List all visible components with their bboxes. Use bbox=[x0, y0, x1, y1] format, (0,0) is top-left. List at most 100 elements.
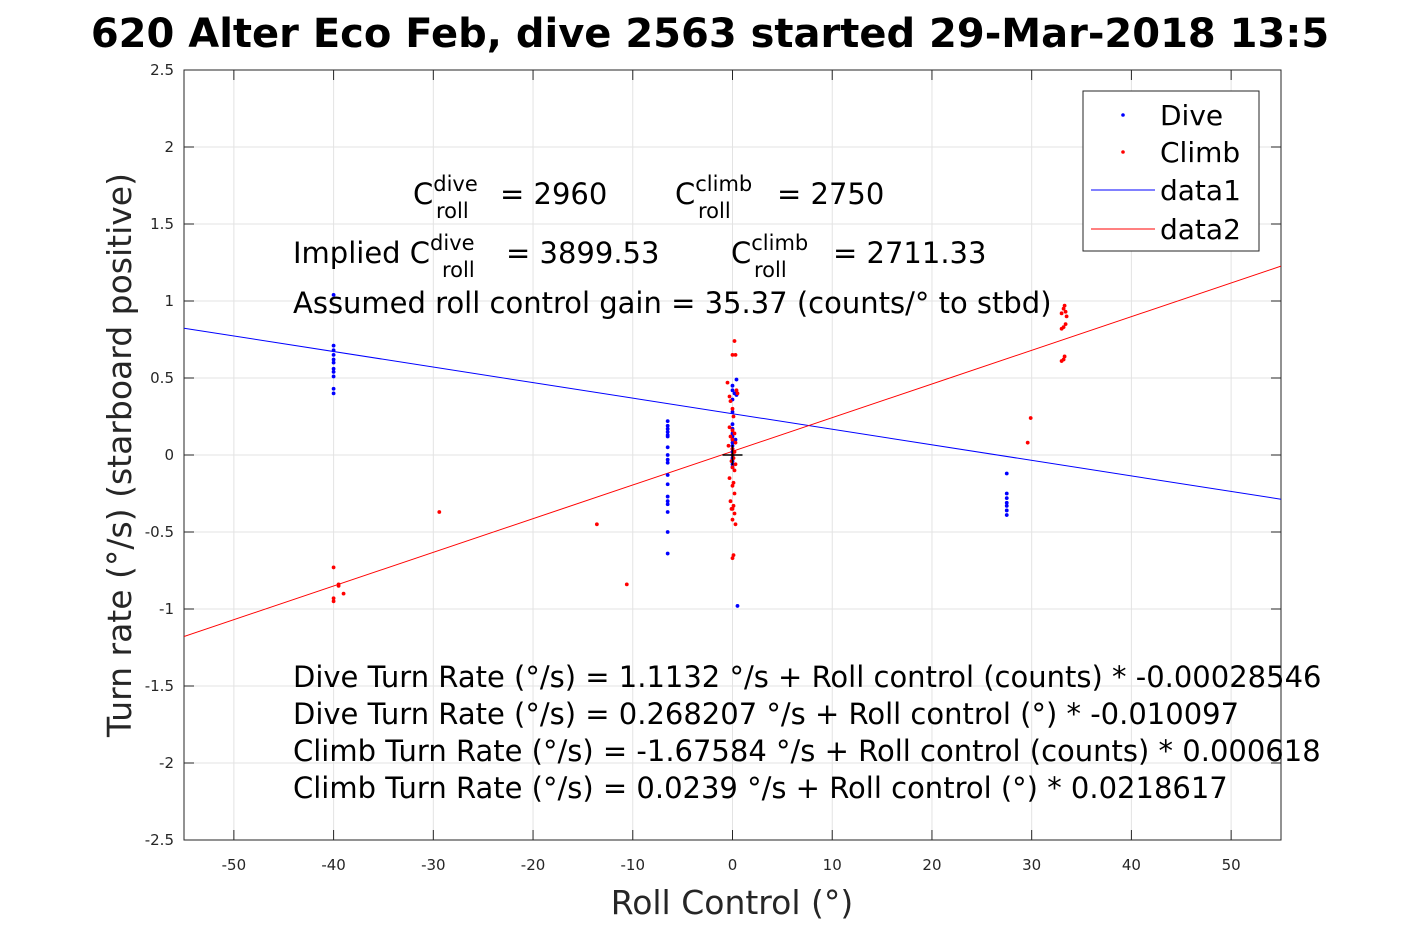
implied-climb-value: = 2711.33 bbox=[833, 236, 986, 270]
dive-point bbox=[1004, 491, 1009, 496]
equation-1: Dive Turn Rate (°/s) = 1.1132 °/s + Roll… bbox=[293, 660, 1321, 694]
x-tick-label: 20 bbox=[922, 856, 941, 874]
climb-point bbox=[732, 491, 737, 496]
c-dive-prefix: C bbox=[413, 177, 433, 211]
x-tick-label: -40 bbox=[321, 856, 346, 874]
dive-point bbox=[665, 457, 670, 462]
climb-point bbox=[594, 522, 599, 527]
climb-point bbox=[1061, 325, 1066, 330]
climb-point bbox=[730, 428, 735, 433]
dive-point bbox=[331, 391, 336, 396]
dive-point bbox=[331, 292, 336, 297]
x-axis-label: Roll Control (°) bbox=[611, 883, 854, 922]
c-dive-sub: roll bbox=[436, 199, 469, 223]
implied-dive-sub: roll bbox=[442, 258, 475, 282]
x-tick-label: 30 bbox=[1022, 856, 1041, 874]
climb-point bbox=[341, 591, 346, 596]
climb-point bbox=[1061, 306, 1066, 311]
c-climb-annotation: Cclimb roll = 2750 bbox=[675, 172, 884, 223]
c-climb-sub: roll bbox=[698, 199, 731, 223]
climb-point bbox=[732, 450, 737, 454]
dive-point bbox=[665, 502, 670, 507]
y-tick-label: 2 bbox=[164, 138, 174, 156]
dive-point bbox=[730, 388, 735, 393]
climb-point bbox=[735, 391, 740, 396]
dive-point bbox=[665, 482, 670, 487]
y-tick-label: 0.5 bbox=[150, 369, 174, 387]
origin-marker bbox=[722, 445, 743, 465]
climb-point bbox=[731, 503, 736, 508]
climb-point bbox=[729, 507, 734, 511]
climb-point bbox=[732, 511, 737, 516]
climb-point bbox=[730, 437, 735, 442]
dive-point bbox=[665, 445, 670, 450]
x-tick-label: 40 bbox=[1122, 856, 1141, 874]
y-tick-label: 2.5 bbox=[150, 61, 174, 79]
data-points bbox=[331, 292, 1069, 608]
climb-point bbox=[727, 476, 732, 480]
climb-point bbox=[732, 339, 737, 343]
dive-point bbox=[730, 440, 735, 445]
c-dive-annotation: Cdive roll = 2960 bbox=[413, 172, 607, 223]
implied-climb-annotation: Cclimb roll = 2711.33 bbox=[731, 231, 986, 282]
dive-point bbox=[331, 360, 336, 365]
dive-point bbox=[734, 377, 739, 382]
legend-box bbox=[1082, 90, 1260, 252]
climb-point bbox=[336, 584, 341, 588]
dive-point bbox=[665, 430, 670, 434]
climb-point bbox=[1063, 322, 1068, 326]
dive-point bbox=[665, 473, 670, 477]
x-tick-label: -30 bbox=[421, 856, 446, 874]
dive-point bbox=[735, 604, 740, 608]
climb-point bbox=[732, 468, 737, 473]
c-dive-value: = 2960 bbox=[500, 177, 607, 211]
climb-point bbox=[728, 499, 733, 504]
climb-point bbox=[728, 399, 733, 403]
climb-point bbox=[1063, 309, 1068, 314]
legend-dive-marker bbox=[1121, 113, 1125, 117]
climb-point bbox=[732, 431, 737, 436]
y-tick-label: 1 bbox=[164, 292, 174, 310]
dive-point bbox=[1004, 513, 1009, 517]
y-tick-label: -1 bbox=[159, 600, 174, 618]
dive-point bbox=[331, 343, 336, 348]
climb-point bbox=[1025, 440, 1030, 445]
y-tick-label: -2.5 bbox=[145, 831, 174, 849]
dive-point bbox=[733, 437, 738, 442]
y-tick-label: -2 bbox=[159, 754, 174, 772]
climb-point bbox=[730, 406, 735, 411]
climb-point bbox=[731, 414, 736, 419]
climb-point bbox=[331, 565, 336, 570]
dive-point bbox=[1004, 471, 1009, 476]
climb-point bbox=[1062, 303, 1067, 308]
y-tick-label: -0.5 bbox=[145, 523, 174, 541]
dive-point bbox=[1004, 508, 1009, 513]
dive-point bbox=[331, 366, 336, 371]
equation-3: Climb Turn Rate (°/s) = -1.67584 °/s + R… bbox=[293, 734, 1321, 768]
dive-point bbox=[1004, 503, 1009, 508]
implied-dive-value: = 3899.53 bbox=[506, 236, 659, 270]
x-tick-label: -10 bbox=[621, 856, 646, 874]
climb-point bbox=[1064, 314, 1069, 319]
climb-point bbox=[730, 556, 735, 561]
dive-point bbox=[665, 434, 670, 439]
implied-climb-sub: roll bbox=[754, 258, 787, 282]
climb-point bbox=[1028, 416, 1033, 420]
dive-point bbox=[665, 460, 670, 465]
x-axis-ticks: -50 -40 -30 -20 -10 0 10 20 30 40 50 bbox=[222, 70, 1241, 874]
climb-point bbox=[731, 480, 736, 485]
climb-point bbox=[437, 510, 442, 514]
gain-annotation: Assumed roll control gain = 35.37 (count… bbox=[293, 286, 1052, 320]
dive-point bbox=[331, 348, 336, 353]
climb-point bbox=[1062, 354, 1067, 359]
dive-point bbox=[665, 494, 670, 499]
dive-point bbox=[331, 374, 336, 379]
x-tick-label: -50 bbox=[222, 856, 247, 874]
climb-point bbox=[331, 599, 336, 604]
implied-dive-annotation: Implied Cdive roll = 3899.53 bbox=[293, 231, 659, 282]
x-tick-label: 10 bbox=[823, 856, 842, 874]
dive-point bbox=[331, 357, 336, 362]
dive-point bbox=[730, 422, 735, 427]
climb-point bbox=[730, 517, 735, 522]
